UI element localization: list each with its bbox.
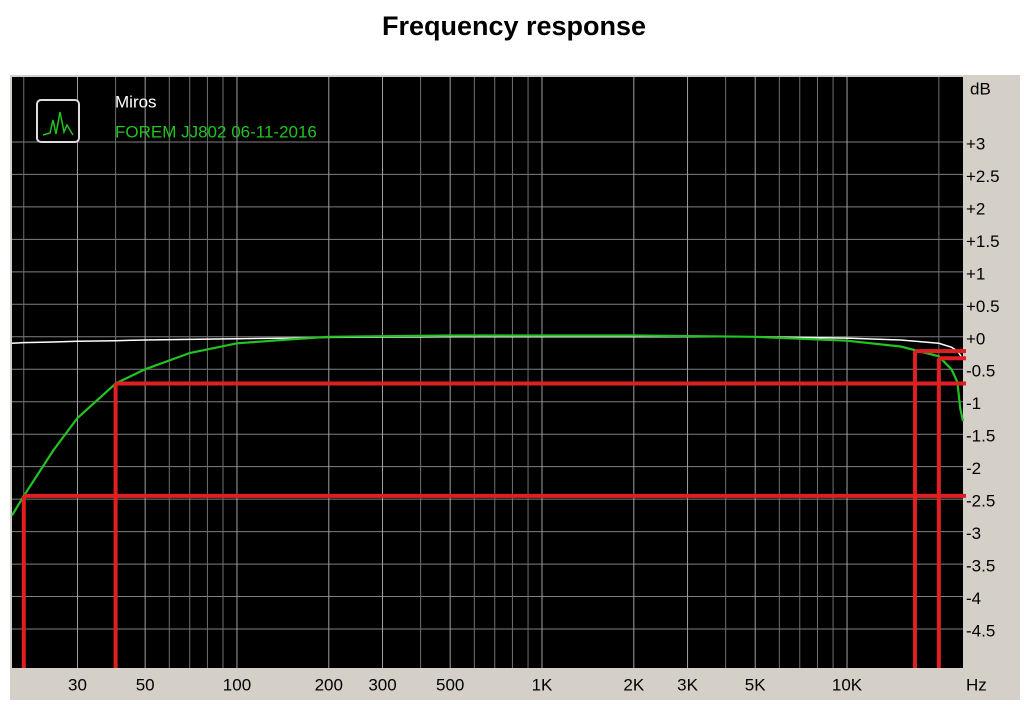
legend-label: FOREM JJ802 06-11-2016 <box>115 122 317 141</box>
y-tick-label: -0.5 <box>966 362 995 381</box>
legend-icon-wave <box>42 111 74 136</box>
y-tick-label: -4.5 <box>966 622 995 641</box>
y-tick-label: +1.5 <box>966 232 1000 251</box>
x-tick-label: 3K <box>677 675 698 694</box>
x-tick-label: 1K <box>532 675 553 694</box>
y-tick-label: -3 <box>966 524 981 543</box>
series-line <box>11 334 965 516</box>
y-tick-label: +2 <box>966 199 985 218</box>
y-tick-label: -2 <box>966 459 981 478</box>
y-tick-label: +2.5 <box>966 167 1000 186</box>
y-tick-label: +0 <box>966 329 985 348</box>
chart-title: Frequency response <box>382 11 646 41</box>
y-tick-label: +3 <box>966 134 985 153</box>
x-tick-label: 300 <box>368 675 396 694</box>
y-tick-label: -2.5 <box>966 492 995 511</box>
y-tick-label: -1.5 <box>966 427 995 446</box>
x-tick-label: 500 <box>436 675 464 694</box>
x-tick-label: 50 <box>136 675 155 694</box>
series-line <box>11 336 964 360</box>
legend-label: Miros <box>115 92 157 111</box>
x-axis-label: Hz <box>966 675 987 694</box>
x-tick-label: 100 <box>223 675 251 694</box>
y-tick-label: -4 <box>966 589 981 608</box>
y-tick-label: +0.5 <box>966 297 1000 316</box>
y-tick-label: +1 <box>966 264 985 283</box>
x-tick-label: 2K <box>623 675 644 694</box>
x-tick-label: 10K <box>832 675 863 694</box>
x-tick-label: 30 <box>68 675 87 694</box>
x-tick-label: 200 <box>315 675 343 694</box>
y-tick-label: -1 <box>966 394 981 413</box>
plot-area <box>12 77 963 668</box>
y-tick-label: -3.5 <box>966 557 995 576</box>
y-axis-label: dB <box>970 79 991 98</box>
x-tick-label: 5K <box>745 675 766 694</box>
